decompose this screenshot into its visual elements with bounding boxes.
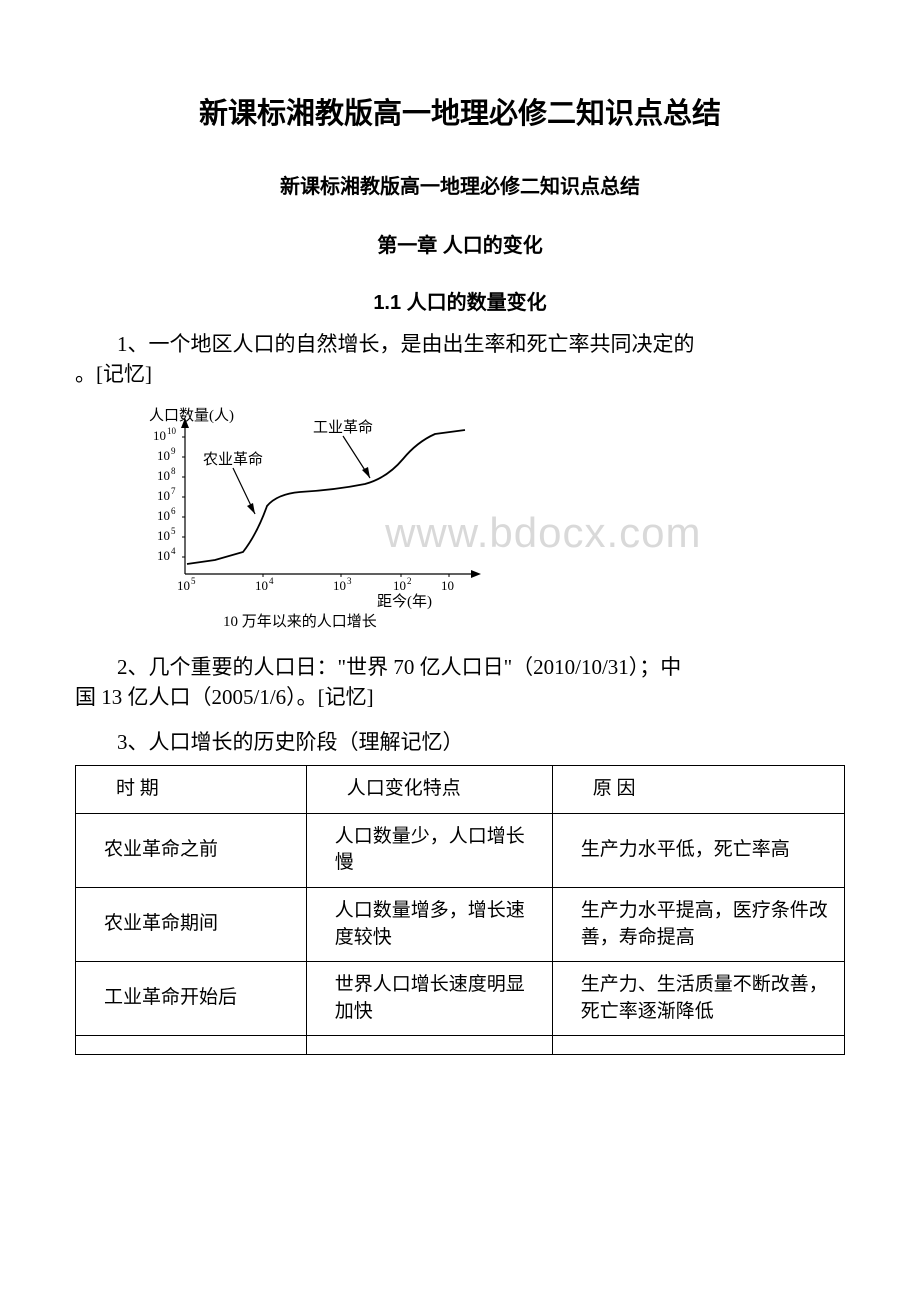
- chapter-title: 第一章 人口的变化: [75, 229, 845, 258]
- table-header-cell: 原 因: [552, 766, 844, 814]
- main-title: 新课标湘教版高一地理必修二知识点总结: [75, 90, 845, 132]
- paragraph-3: 3、人口增长的历史阶段（理解记忆）: [75, 727, 845, 757]
- table-cell-empty: [552, 1036, 844, 1055]
- svg-text:10: 10: [157, 548, 170, 563]
- svg-text:4: 4: [171, 546, 176, 556]
- table-cell-empty: [76, 1036, 307, 1055]
- table-row: 农业革命期间 人口数量增多，增长速度较快 生产力水平提高，医疗条件改善，寿命提高: [76, 887, 845, 961]
- table-cell-empty: [306, 1036, 552, 1055]
- sub-title: 新课标湘教版高一地理必修二知识点总结: [75, 170, 845, 199]
- svg-text:2: 2: [407, 576, 412, 586]
- chart-svg: 人口数量(人) 1010 109 108 107 106 105 104 105…: [115, 404, 515, 634]
- svg-text:5: 5: [191, 576, 196, 586]
- chart-caption: 10 万年以来的人口增长: [223, 613, 377, 630]
- x-axis-label: 距今(年): [377, 593, 432, 610]
- svg-text:10: 10: [177, 578, 190, 593]
- annotation-industrial: 工业革命: [313, 418, 373, 436]
- svg-text:8: 8: [171, 466, 176, 476]
- svg-text:10: 10: [157, 448, 170, 463]
- paragraph-1-line1: 1、一个地区人口的自然增长，是由出生率和死亡率共同决定的: [75, 329, 845, 359]
- table-cell: 生产力、生活质量不断改善，死亡率逐渐降低: [552, 962, 844, 1036]
- svg-text:3: 3: [347, 576, 352, 586]
- svg-text:10: 10: [255, 578, 268, 593]
- svg-text:10: 10: [157, 468, 170, 483]
- table-row-empty: [76, 1036, 845, 1055]
- svg-text:4: 4: [269, 576, 274, 586]
- svg-text:5: 5: [171, 526, 176, 536]
- paragraph-1-line2: 。[记忆]: [75, 359, 845, 389]
- paragraph-2-line2: 国 13 亿人口（2005/1/6）。[记忆]: [75, 682, 845, 712]
- svg-text:9: 9: [171, 446, 176, 456]
- table-header-cell: 时 期: [76, 766, 307, 814]
- svg-text:10: 10: [393, 578, 406, 593]
- table-cell: 工业革命开始后: [76, 962, 307, 1036]
- svg-text:10: 10: [153, 428, 166, 443]
- svg-text:10: 10: [157, 508, 170, 523]
- annotation-agricultural: 农业革命: [203, 450, 263, 468]
- table-row: 工业革命开始后 世界人口增长速度明显加快 生产力、生活质量不断改善，死亡率逐渐降…: [76, 962, 845, 1036]
- svg-text:10: 10: [333, 578, 346, 593]
- svg-text:10: 10: [157, 488, 170, 503]
- population-growth-chart: 人口数量(人) 1010 109 108 107 106 105 104 105…: [115, 404, 845, 634]
- population-stages-table: 时 期 人口变化特点 原 因 农业革命之前 人口数量少，人口增长慢 生产力水平低…: [75, 765, 845, 1055]
- table-header-row: 时 期 人口变化特点 原 因: [76, 766, 845, 814]
- paragraph-2-line1: 2、几个重要的人口日："世界 70 亿人口日"（2010/10/31）；中: [75, 652, 845, 682]
- svg-text:10: 10: [157, 528, 170, 543]
- table-header-cell: 人口变化特点: [306, 766, 552, 814]
- table-cell: 农业革命期间: [76, 887, 307, 961]
- table-cell: 生产力水平低，死亡率高: [552, 813, 844, 887]
- table-cell: 世界人口增长速度明显加快: [306, 962, 552, 1036]
- svg-text:7: 7: [171, 486, 176, 496]
- table-cell: 农业革命之前: [76, 813, 307, 887]
- table-cell: 生产力水平提高，医疗条件改善，寿命提高: [552, 887, 844, 961]
- svg-text:10: 10: [167, 426, 177, 436]
- svg-text:10: 10: [441, 578, 454, 593]
- section-title: 1.1 人口的数量变化: [75, 286, 845, 315]
- table-row: 农业革命之前 人口数量少，人口增长慢 生产力水平低，死亡率高: [76, 813, 845, 887]
- table-cell: 人口数量增多，增长速度较快: [306, 887, 552, 961]
- y-axis-label: 人口数量(人): [149, 407, 234, 424]
- table-cell: 人口数量少，人口增长慢: [306, 813, 552, 887]
- svg-text:6: 6: [171, 506, 176, 516]
